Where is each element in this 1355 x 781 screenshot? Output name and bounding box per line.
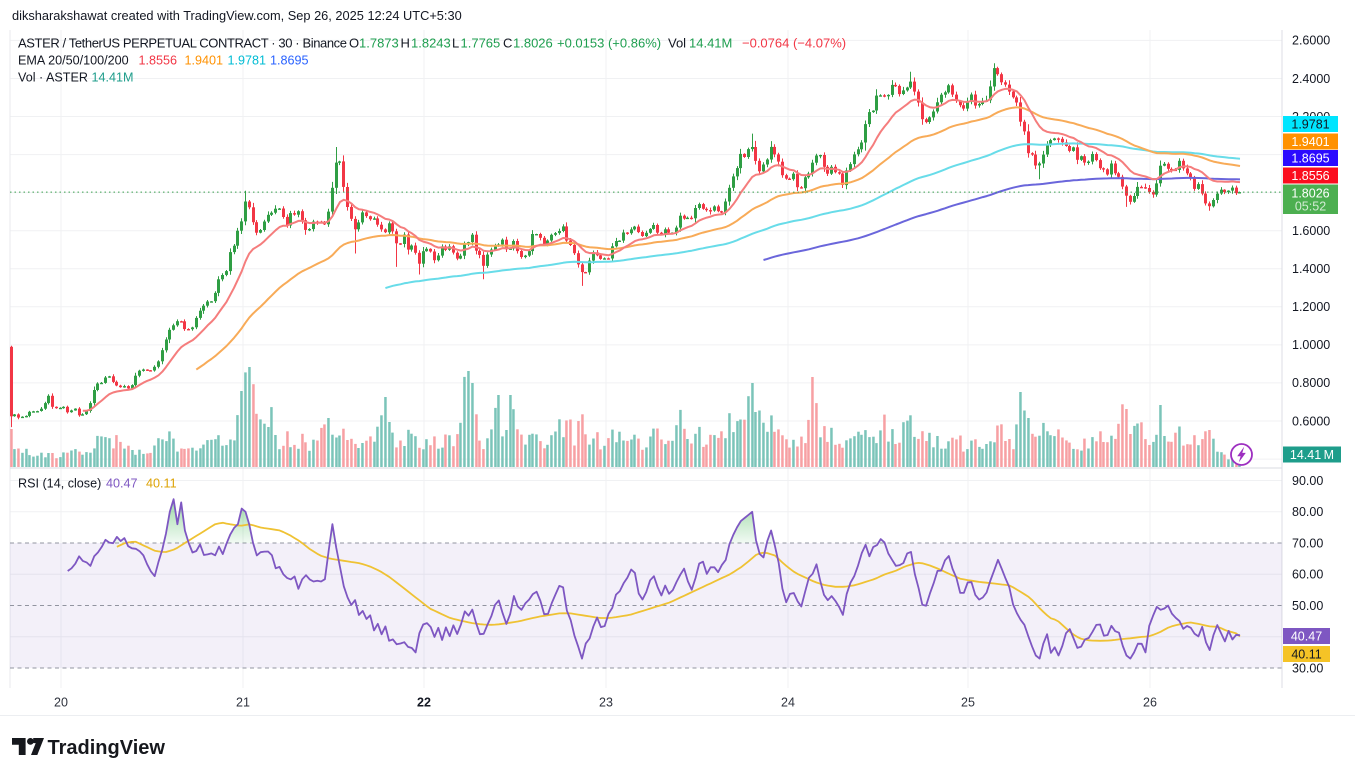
svg-text:diksharakshawat created with T: diksharakshawat created with TradingView… [12,8,462,23]
svg-text:1.8556: 1.8556 [139,54,178,68]
svg-text:−0.0764 (−4.07%): −0.0764 (−4.07%) [742,36,846,51]
svg-text:50.00: 50.00 [1292,599,1323,613]
svg-text:25: 25 [961,696,975,710]
svg-text:2.6000: 2.6000 [1292,34,1330,48]
svg-text:+0.0153 (+0.86%): +0.0153 (+0.86%) [557,36,661,51]
svg-text:1.8695: 1.8695 [1291,152,1329,166]
svg-text:1.6000: 1.6000 [1292,224,1330,238]
svg-text:05:52: 05:52 [1295,200,1326,214]
svg-text:H: H [401,36,410,51]
svg-text:1.7765: 1.7765 [461,36,501,51]
svg-text:40.47: 40.47 [1291,630,1322,644]
svg-text:70.00: 70.00 [1292,536,1323,550]
svg-text:30.00: 30.00 [1292,661,1323,675]
svg-text:90.00: 90.00 [1292,474,1323,488]
svg-text:1.9781: 1.9781 [228,54,267,68]
svg-text:1.4000: 1.4000 [1292,262,1330,276]
svg-text:20: 20 [54,696,68,710]
svg-text:14.41M: 14.41M [689,36,732,51]
svg-text:1.9401: 1.9401 [185,54,224,68]
svg-text:L: L [452,36,459,51]
svg-text:Vol · ASTER: Vol · ASTER [18,71,88,85]
svg-text:2.4000: 2.4000 [1292,72,1330,86]
svg-text:26: 26 [1143,696,1157,710]
svg-text:1.8026: 1.8026 [513,36,553,51]
svg-text:40.11: 40.11 [146,477,177,491]
svg-text:ASTER / TetherUS PERPETUAL CON: ASTER / TetherUS PERPETUAL CONTRACT · 30… [18,36,347,51]
svg-text:0.6000: 0.6000 [1292,414,1330,428]
svg-text:Vol: Vol [668,36,686,51]
svg-text:24: 24 [781,696,795,710]
svg-text:22: 22 [417,696,431,710]
svg-text:21: 21 [236,696,250,710]
svg-text:TradingView: TradingView [48,737,166,759]
svg-text:1.9781: 1.9781 [1291,118,1329,132]
svg-text:1.0000: 1.0000 [1292,338,1330,352]
svg-text:23: 23 [599,696,613,710]
svg-text:80.00: 80.00 [1292,505,1323,519]
svg-text:40.47: 40.47 [106,477,138,491]
svg-text:EMA 20/50/100/200: EMA 20/50/100/200 [18,54,129,68]
svg-text:1.9401: 1.9401 [1291,135,1329,149]
svg-text:1.8026: 1.8026 [1291,187,1329,201]
svg-text:1.2000: 1.2000 [1292,300,1330,314]
svg-text:14.41 M: 14.41 M [1290,448,1334,462]
svg-text:14.41M: 14.41M [92,71,134,85]
svg-text:RSI (14, close): RSI (14, close) [18,477,101,491]
svg-text:0.8000: 0.8000 [1292,376,1330,390]
svg-text:60.00: 60.00 [1292,568,1323,582]
svg-text:1.8556: 1.8556 [1291,169,1329,183]
svg-text:1.7873: 1.7873 [359,36,399,51]
svg-text:C: C [503,36,512,51]
svg-text:40.11: 40.11 [1291,648,1321,662]
svg-text:1.8695: 1.8695 [270,54,309,68]
svg-text:1.8243: 1.8243 [411,36,451,51]
svg-text:O: O [349,36,359,51]
